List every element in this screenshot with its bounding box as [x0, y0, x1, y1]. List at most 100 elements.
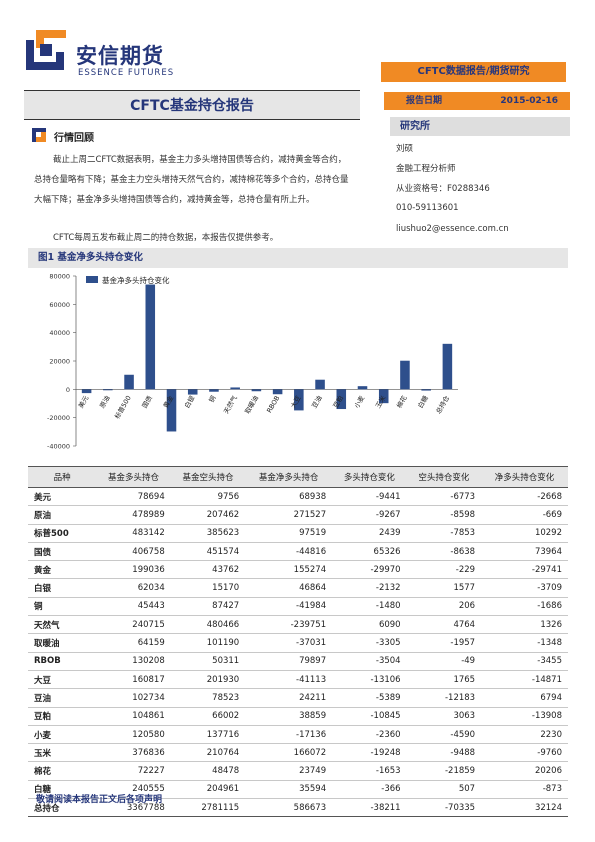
value-cell: -366 [332, 780, 407, 800]
column-header: 基金多头持仓 [96, 466, 171, 488]
value-cell: 73964 [481, 542, 568, 562]
value-cell: 6090 [332, 615, 407, 635]
y-tick-label: 60000 [49, 301, 70, 309]
value-cell: -29970 [332, 560, 407, 580]
value-cell: 586673 [245, 798, 333, 818]
section-title: 行情回顾 [54, 133, 94, 144]
analyst-email[interactable]: liushuo2@essence.com.cn [396, 224, 509, 234]
bar-14 [378, 389, 389, 404]
value-cell: 23749 [245, 761, 333, 781]
value-cell: -1480 [332, 597, 407, 617]
analyst-phone: 010-59113601 [396, 203, 459, 213]
x-tick-label: 美元 [76, 393, 91, 409]
table-row: 美元 78694 9756 68938 -9441 -6773 -2668 [28, 487, 568, 507]
data-note-paragraph: CFTC每周五发布截止周二的持仓数据，本报告仅提供参考。 [53, 233, 279, 243]
value-cell: 65326 [332, 542, 407, 562]
value-cell: 406758 [96, 542, 171, 562]
value-cell: 207462 [170, 505, 246, 525]
value-cell: -13106 [332, 670, 407, 690]
value-cell: -14871 [481, 670, 568, 690]
value-cell: 48478 [170, 761, 246, 781]
section-marker-icon [32, 128, 46, 142]
table-row: 白糖 240555 204961 35594 -366 507 -873 [28, 780, 568, 800]
commodity-name-cell: 美元 [28, 487, 97, 507]
commodity-name-cell: 玉米 [28, 743, 97, 763]
brand-name-english: ESSENCE FUTURES [78, 68, 175, 78]
value-cell: 271527 [245, 505, 333, 525]
chart-bars [81, 284, 453, 432]
value-cell: -44816 [245, 542, 333, 562]
column-header: 净多头持仓变化 [481, 466, 568, 488]
value-cell: 376836 [96, 743, 171, 763]
table-row: 原油 478989 207462 271527 -9267 -8598 -669 [28, 505, 568, 525]
commodity-name-cell: 白银 [28, 578, 97, 598]
x-tick-label: 标普500 [112, 394, 133, 421]
market-review-paragraph: 截止上周二CFTC数据表明，基金主力多头增持国债等合约，减持黄金等合约，总持仓量… [34, 155, 349, 205]
value-cell: 210764 [170, 743, 246, 763]
commodity-name-cell: 大豆 [28, 670, 97, 690]
bar-15 [400, 360, 410, 390]
commodity-name-cell: 豆油 [28, 688, 97, 708]
commodity-name-cell: 原油 [28, 505, 97, 525]
table-row: 天然气 240715 480466 -239751 6090 4764 1326 [28, 615, 568, 635]
value-cell: 68938 [245, 487, 333, 507]
value-cell: -229 [406, 560, 482, 580]
commodity-name-cell: 取暖油 [28, 633, 97, 653]
analyst-name: 刘硕 [396, 144, 414, 154]
bar-0 [81, 389, 92, 394]
value-cell: -2132 [332, 578, 407, 598]
commodity-name-cell: RBOB [28, 652, 97, 671]
holdings-table: 品种 基金多头持仓 基金空头持仓 基金净多头持仓 多头持仓变化 空头持仓变化 净多头持仓变化… [28, 466, 568, 818]
table-row: 棉花 72227 48478 23749 -1653 -21859 20206 [28, 761, 568, 781]
x-tick-label: 白银 [182, 393, 197, 409]
table-row: 国债 406758 451574 -44816 65326 -8638 73964 [28, 542, 568, 562]
value-cell: -17136 [245, 725, 333, 745]
value-cell: -6773 [406, 487, 482, 507]
value-cell: -3455 [481, 652, 568, 671]
value-cell: -1653 [332, 761, 407, 781]
report-date-label: 报告日期 [406, 96, 443, 106]
table-row: 取暖油 64159 101190 -37031 -3305 -1957 -1348 [28, 633, 568, 653]
report-category: CFTC数据报告/期货研究 [381, 62, 566, 82]
commodity-name-cell: 黄金 [28, 560, 97, 580]
value-cell: 97519 [245, 524, 333, 543]
y-tick-label: -20000 [47, 414, 70, 422]
research-institute-label: 研究所 [390, 117, 570, 136]
bar-13 [357, 386, 368, 390]
bar-6 [209, 389, 219, 392]
value-cell: -21859 [406, 761, 482, 781]
value-cell: -9441 [332, 487, 407, 507]
bar-4 [166, 389, 177, 432]
y-tick-label: -40000 [47, 443, 70, 451]
value-cell: 46864 [245, 578, 333, 598]
value-cell: 24211 [245, 688, 333, 708]
value-cell: 1577 [406, 578, 482, 598]
table-body: 美元 78694 9756 68938 -9441 -6773 -2668 原油 478989 2… [28, 487, 568, 818]
value-cell: -3305 [332, 633, 407, 653]
value-cell: -669 [481, 505, 568, 525]
value-cell: 64159 [96, 633, 171, 653]
value-cell: 1765 [406, 670, 482, 690]
value-cell: -19248 [332, 743, 407, 763]
x-tick-label: 取暖油 [243, 394, 261, 415]
bar-10 [294, 389, 304, 411]
bar-9 [272, 389, 283, 395]
table-header-row: 品种 基金多头持仓 基金空头持仓 基金净多头持仓 多头持仓变化 空头持仓变化 净多头持仓变化 [28, 466, 568, 488]
column-header: 基金空头持仓 [170, 466, 246, 488]
value-cell: -5389 [332, 688, 407, 708]
column-header: 基金净多头持仓 [245, 466, 333, 488]
y-tick-label: 20000 [49, 358, 70, 366]
y-tick-label: 40000 [49, 329, 70, 337]
table-row: 玉米 376836 210764 166072 -19248 -9488 -9760 [28, 743, 568, 763]
value-cell: -38211 [332, 798, 407, 818]
bar-7 [230, 387, 240, 390]
legend-label: 基金净多头持仓变化 [102, 275, 170, 285]
table-row: 大豆 160817 201930 -41113 -13106 1765 -14871 [28, 670, 568, 690]
value-cell: 10292 [481, 524, 568, 543]
x-tick-label: 国债 [140, 393, 155, 409]
commodity-name-cell: 小麦 [28, 725, 97, 745]
bar-12 [336, 389, 347, 410]
value-cell: 507 [406, 780, 482, 800]
value-cell: -1348 [481, 633, 568, 653]
value-cell: 4764 [406, 615, 482, 635]
